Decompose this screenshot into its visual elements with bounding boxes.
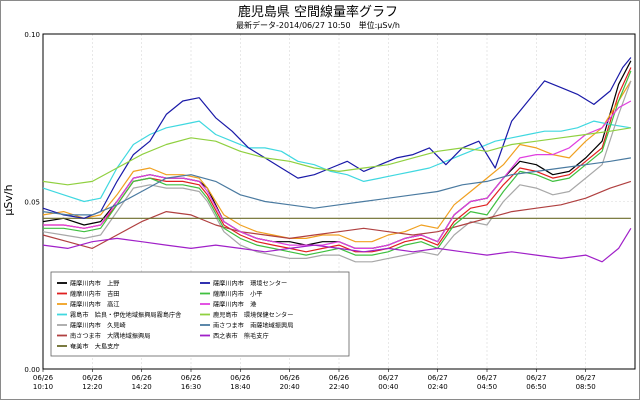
series-line-11	[42, 127, 631, 186]
y-tick-label: 0.05	[24, 199, 40, 207]
x-tick-date: 06/26	[132, 374, 153, 382]
x-tick-date: 06/27	[477, 374, 497, 382]
x-axis-ticks: 06/2610:1006/2612:2006/2614:2006/2616:30…	[33, 369, 596, 391]
x-tick-time: 08:50	[576, 383, 596, 391]
x-tick-date: 06/26	[82, 374, 103, 382]
x-tick-time: 02:40	[428, 383, 448, 391]
legend-label: 奄美市 大島支庁	[70, 343, 120, 351]
series-line-8	[42, 57, 632, 219]
x-tick-time: 18:40	[230, 383, 250, 391]
x-tick-time: 12:20	[82, 383, 102, 391]
x-tick-date: 06/27	[576, 374, 596, 382]
legend-label: 鹿児島市 環境保健センター	[213, 311, 293, 319]
chart-subtitle: 最新データ-2014/06/27 10:50 単位:μSv/h	[236, 20, 400, 30]
x-tick-date: 06/27	[378, 374, 398, 382]
x-tick-time: 14:20	[132, 383, 152, 391]
x-tick-time: 06:50	[526, 383, 546, 391]
x-tick-time: 00:40	[378, 383, 398, 391]
x-tick-time: 20:40	[280, 383, 300, 391]
series-line-3	[42, 80, 632, 243]
x-tick-date: 06/26	[181, 374, 202, 382]
x-tick-time: 16:30	[181, 383, 201, 391]
legend-label: 薩摩川内市 環境センター	[213, 280, 287, 288]
x-tick-date: 06/26	[329, 374, 350, 382]
legend-label: 薩摩川内市 小平	[213, 290, 263, 298]
x-tick-date: 06/27	[526, 374, 546, 382]
series-lines	[42, 57, 632, 263]
x-tick-time: 22:40	[329, 383, 349, 391]
series-line-5	[42, 80, 632, 263]
legend-label: 南さつま市 南薩地域振興局	[213, 322, 293, 330]
legend-label: 薩摩川内市 港	[213, 301, 257, 309]
x-tick-date: 06/26	[280, 374, 301, 382]
legend-label: 霧島市 姶良・伊佐地域振興局霧島庁舎	[70, 311, 181, 319]
y-tick-label: 0.00	[24, 366, 40, 374]
y-tick-label: 0.10	[24, 31, 40, 39]
series-line-12	[42, 157, 631, 216]
series-line-6	[42, 180, 632, 249]
legend-label: 薩摩川内市 吉田	[70, 290, 120, 298]
series-line-10	[43, 100, 632, 249]
x-tick-date: 06/27	[428, 374, 448, 382]
legend-label: 薩摩川内市 高江	[70, 301, 120, 309]
legend-label: 薩摩川内市 上野	[70, 280, 120, 288]
chart-title: 鹿児島県 空間線量率グラフ	[238, 4, 398, 20]
y-axis-ticks: 0.00 0.05 0.10	[24, 31, 40, 374]
legend-label: 南さつま市 大隅地域振興局	[70, 332, 150, 340]
legend-label: 薩摩川内市 久見崎	[70, 322, 126, 330]
x-tick-date: 06/26	[230, 374, 251, 382]
y-axis-label: μSv/h	[2, 184, 15, 215]
series-line-13	[42, 227, 632, 263]
series-line-4	[42, 120, 631, 203]
x-tick-time: 10:10	[33, 383, 53, 391]
legend-label: 西之表市 熊毛支庁	[213, 332, 269, 340]
x-tick-date: 06/26	[33, 374, 54, 382]
x-tick-time: 04:50	[477, 383, 497, 391]
